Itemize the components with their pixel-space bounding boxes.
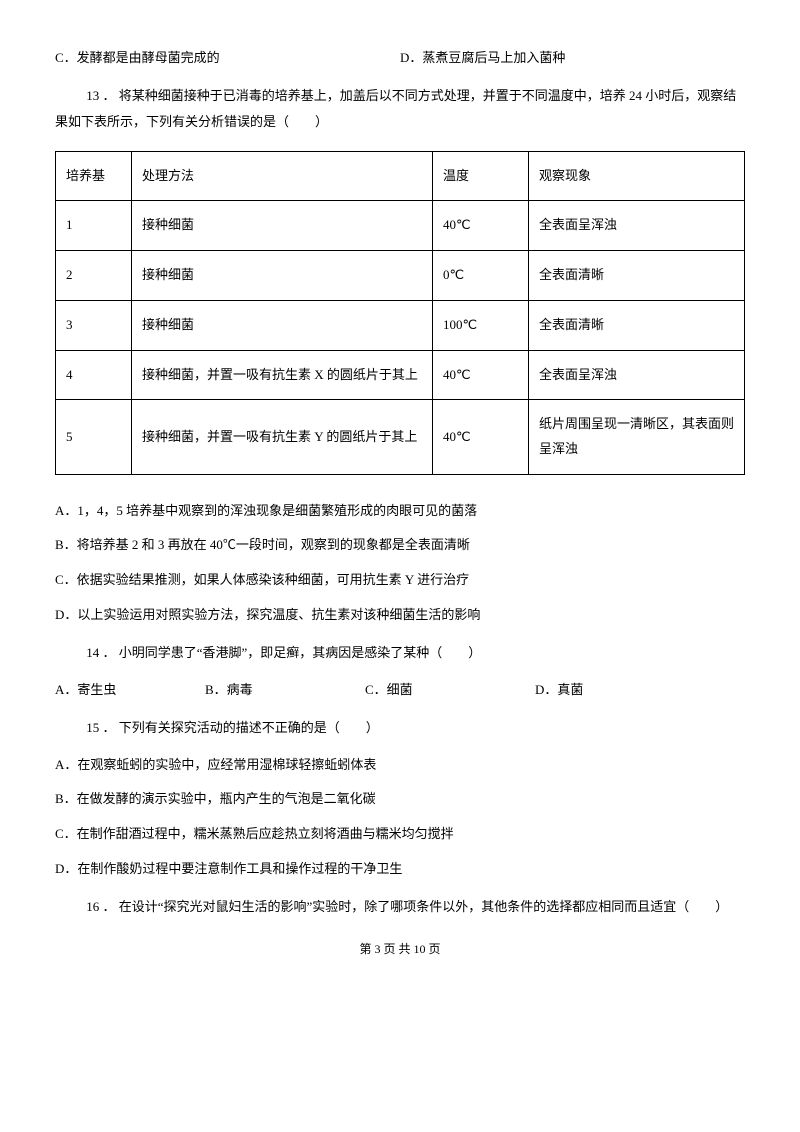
cell: 观察现象 [529,151,745,201]
cell: 5 [56,400,132,474]
cell: 0℃ [433,251,529,301]
q16-stem: 16 ． 在设计“探究光对鼠妇生活的影响”实验时，除了哪项条件以外，其他条件的选… [55,894,745,920]
q15-option-a: A．在观察蚯蚓的实验中，应经常用湿棉球轻擦蚯蚓体表 [55,755,745,776]
q13-option-a: A．1，4，5 培养基中观察到的浑浊现象是细菌繁殖形成的肉眼可见的菌落 [55,501,745,522]
cell: 全表面清晰 [529,251,745,301]
q13-option-c: C．依据实验结果推测，如果人体感染该种细菌，可用抗生素 Y 进行治疗 [55,570,745,591]
q14-option-a: A．寄生虫 [55,680,205,701]
page-footer: 第 3 页 共 10 页 [55,940,745,959]
q14-stem: 14 ． 小明同学患了“香港脚”，即足癣，其病因是感染了某种（ ） [55,640,745,666]
table-row: 5 接种细菌，并置一吸有抗生素 Y 的圆纸片于其上 40℃ 纸片周围呈现一清晰区… [56,400,745,474]
cell: 40℃ [433,201,529,251]
cell: 处理方法 [132,151,433,201]
cell: 培养基 [56,151,132,201]
cell: 全表面呈浑浊 [529,201,745,251]
q15-option-b: B．在做发酵的演示实验中，瓶内产生的气泡是二氧化碳 [55,789,745,810]
cell: 4 [56,350,132,400]
option-c: C．发酵都是由酵母菌完成的 [55,48,400,69]
q13-option-b: B．将培养基 2 和 3 再放在 40℃一段时间，观察到的现象都是全表面清晰 [55,535,745,556]
q14-option-b: B．病毒 [205,680,365,701]
table-row: 3 接种细菌 100℃ 全表面清晰 [56,300,745,350]
cell: 接种细菌，并置一吸有抗生素 X 的圆纸片于其上 [132,350,433,400]
q14-option-d: D．真菌 [535,680,675,701]
cell: 2 [56,251,132,301]
cell: 全表面呈浑浊 [529,350,745,400]
q13-stem: 13 ． 将某种细菌接种于已消毒的培养基上，加盖后以不同方式处理，并置于不同温度… [55,83,745,135]
q15-option-d: D．在制作酸奶过程中要注意制作工具和操作过程的干净卫生 [55,859,745,880]
cell: 全表面清晰 [529,300,745,350]
cell: 接种细菌 [132,300,433,350]
q13-option-d: D．以上实验运用对照实验方法，探究温度、抗生素对该种细菌生活的影响 [55,605,745,626]
cell: 纸片周围呈现一清晰区，其表面则呈浑浊 [529,400,745,474]
cell: 40℃ [433,400,529,474]
cell: 40℃ [433,350,529,400]
table-row: 培养基 处理方法 温度 观察现象 [56,151,745,201]
cell: 3 [56,300,132,350]
cell: 接种细菌 [132,251,433,301]
q15-option-c: C．在制作甜酒过程中，糯米蒸熟后应趁热立刻将酒曲与糯米均匀搅拌 [55,824,745,845]
cell: 1 [56,201,132,251]
q13-table: 培养基 处理方法 温度 观察现象 1 接种细菌 40℃ 全表面呈浑浊 2 接种细… [55,151,745,475]
cell: 温度 [433,151,529,201]
cell: 100℃ [433,300,529,350]
option-d: D．蒸煮豆腐后马上加入菌种 [400,48,745,69]
cell: 接种细菌 [132,201,433,251]
table-row: 1 接种细菌 40℃ 全表面呈浑浊 [56,201,745,251]
cell: 接种细菌，并置一吸有抗生素 Y 的圆纸片于其上 [132,400,433,474]
table-row: 2 接种细菌 0℃ 全表面清晰 [56,251,745,301]
q14-option-c: C．细菌 [365,680,535,701]
q15-stem: 15 ． 下列有关探究活动的描述不正确的是（ ） [55,715,745,741]
table-row: 4 接种细菌，并置一吸有抗生素 X 的圆纸片于其上 40℃ 全表面呈浑浊 [56,350,745,400]
